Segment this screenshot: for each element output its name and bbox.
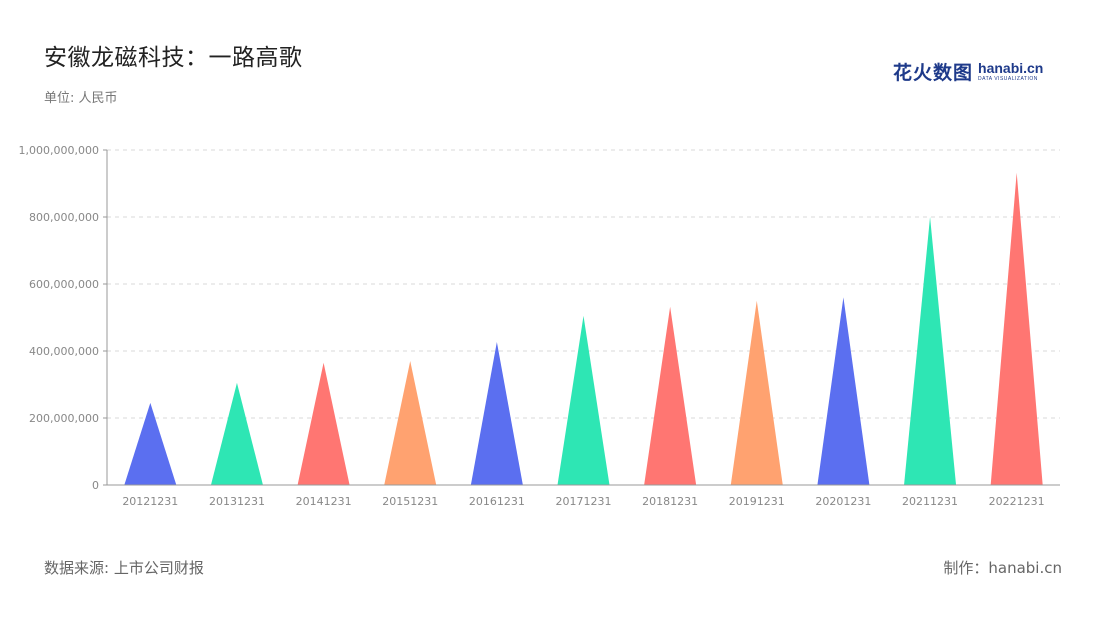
- x-tick-label: 20221231: [989, 495, 1045, 508]
- x-axis: 20121231 20131231 20141231 20151231 20161231…: [107, 484, 1060, 508]
- logo-sub-text: DATA VISUALIZATION: [978, 76, 1038, 82]
- x-tick-label: 20121231: [122, 495, 178, 508]
- brand-logo: 花火数图 hanabi.cn DATA VISUALIZATION: [893, 58, 1043, 85]
- x-tick-label: 20161231: [469, 495, 525, 508]
- bar-20171231: [557, 315, 610, 485]
- x-tick-label: 20211231: [902, 495, 958, 508]
- x-tick-label: 20201231: [815, 495, 871, 508]
- bar-20211231: [904, 217, 957, 485]
- bar-20131231: [210, 382, 263, 485]
- y-tick-label: 1,000,000,000: [19, 144, 99, 157]
- x-tick-label: 20171231: [556, 495, 612, 508]
- chart-marks: [124, 172, 1043, 485]
- y-tick-label: 800,000,000: [29, 211, 99, 224]
- bar-20201231: [817, 297, 870, 485]
- credit-label: 制作：hanabi.cn: [943, 559, 1062, 577]
- bar-20121231: [124, 402, 177, 485]
- x-tick-label: 20181231: [642, 495, 698, 508]
- bar-20161231: [470, 341, 523, 485]
- x-tick-label: 20151231: [382, 495, 438, 508]
- x-tick-label: 20191231: [729, 495, 785, 508]
- logo-cn-text: 花火数图: [893, 62, 974, 84]
- logo-en-block: hanabi.cn DATA VISUALIZATION: [978, 61, 1043, 82]
- bar-20181231: [644, 306, 697, 485]
- x-tick-label: 20141231: [296, 495, 352, 508]
- x-tick-label: 20131231: [209, 495, 265, 508]
- bar-20151231: [384, 361, 437, 485]
- y-tick-label: 200,000,000: [29, 412, 99, 425]
- logo-en-text: hanabi.cn: [978, 60, 1044, 76]
- bar-20221231: [990, 172, 1043, 485]
- y-tick-label: 0: [92, 479, 99, 492]
- bar-20141231: [297, 362, 350, 485]
- unit-label: 单位: 人民币: [44, 91, 118, 106]
- data-source: 数据来源: 上市公司财报: [44, 559, 204, 577]
- bar-20191231: [730, 300, 783, 485]
- gridlines: [107, 149, 1060, 419]
- y-tick-label: 600,000,000: [29, 278, 99, 291]
- y-axis: 0 200,000,000 400,000,000 600,000,000 800,00…: [19, 144, 108, 492]
- chart-title: 安徽龙磁科技：一路高歌: [44, 45, 303, 71]
- y-tick-label: 400,000,000: [29, 345, 99, 358]
